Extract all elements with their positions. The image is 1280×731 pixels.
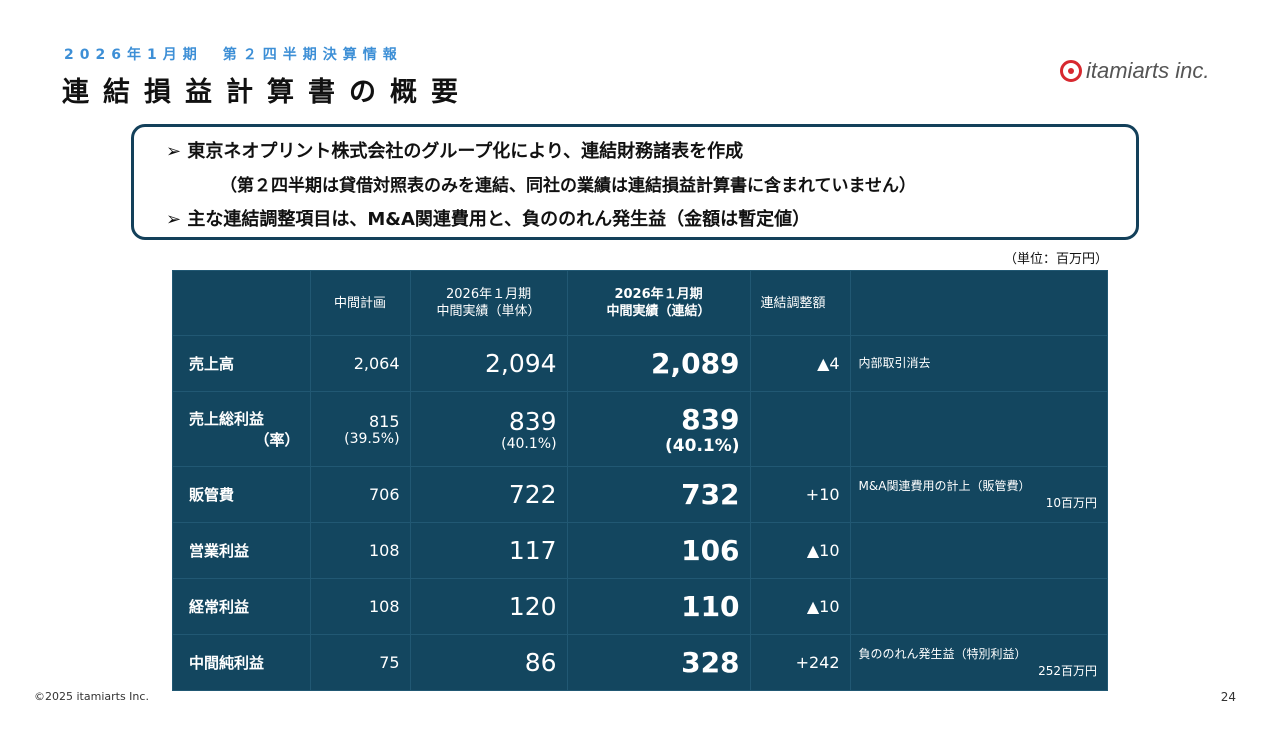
adjustment-value: ▲10 xyxy=(749,578,851,635)
single-value: 839 (40.1%) xyxy=(409,391,568,467)
slide-title: 連結損益計算書の概要 xyxy=(62,77,472,108)
table-row: 中間純利益 75 86 328 +242 負ののれん発生益（特別利益） 252百万… xyxy=(172,634,1109,691)
adjustment-value: ▲10 xyxy=(749,522,851,579)
note: 負ののれん発生益（特別利益） 252百万円 xyxy=(849,634,1109,691)
plan-value: 108 xyxy=(309,578,411,635)
header-consolidated: 2026年１月期 中間実績（連結） xyxy=(566,270,751,336)
note xyxy=(849,391,1109,467)
plan-value: 2,064 xyxy=(309,335,411,392)
header-single: 2026年１月期 中間実績（単体） xyxy=(409,270,568,336)
single-value: 722 xyxy=(409,466,568,523)
header-plan: 中間計画 xyxy=(309,270,411,336)
consolidated-value: 839 (40.1%) xyxy=(566,391,751,467)
header-adjustment: 連結調整額 xyxy=(749,270,851,336)
callout-box: ➢ 東京ネオプリント株式会社のグループ化により、連結財務諸表を作成 （第２四半期… xyxy=(131,124,1139,240)
adjustment-value: ▲4 xyxy=(749,335,851,392)
slide-subtitle: 2026年1月期 第２四半期決算情報 xyxy=(64,47,403,63)
consolidated-value: 328 xyxy=(566,634,751,691)
income-statement-table: 中間計画 2026年１月期 中間実績（単体） 2026年１月期 中間実績（連結） 連… xyxy=(172,270,1109,691)
table-row: 売上総利益 （率） 815 (39.5%) 839 (40.1%) 839 (40.1%… xyxy=(172,391,1109,467)
consolidated-value: 106 xyxy=(566,522,751,579)
plan-value: 75 xyxy=(309,634,411,691)
consolidated-value: 110 xyxy=(566,578,751,635)
callout-line: ➢ 主な連結調整項目は、M&A関連費用と、負ののれん発生益（金額は暫定値） xyxy=(166,209,811,230)
row-label: 売上高 xyxy=(172,335,311,392)
copyright: ©2025 itamiarts Inc. xyxy=(34,690,149,703)
note: M&A関連費用の計上（販管費） 10百万円 xyxy=(849,466,1109,523)
adjustment-value xyxy=(749,391,851,467)
table-row: 経常利益 108 120 110 ▲10 xyxy=(172,578,1109,635)
page-number: 24 xyxy=(1220,690,1236,704)
single-value: 117 xyxy=(409,522,568,579)
row-label: 売上総利益 （率） xyxy=(172,391,311,467)
callout-line: （第２四半期は貸借対照表のみを連結、同社の業績は連結損益計算書に含まれていません… xyxy=(220,176,916,196)
consolidated-value: 732 xyxy=(566,466,751,523)
single-value: 86 xyxy=(409,634,568,691)
single-value: 120 xyxy=(409,578,568,635)
note xyxy=(849,578,1109,635)
table-row: 営業利益 108 117 106 ▲10 xyxy=(172,522,1109,579)
row-label: 中間純利益 xyxy=(172,634,311,691)
adjustment-value: +242 xyxy=(749,634,851,691)
callout-line: ➢ 東京ネオプリント株式会社のグループ化により、連結財務諸表を作成 xyxy=(166,141,744,162)
row-label: 販管費 xyxy=(172,466,311,523)
row-label: 営業利益 xyxy=(172,522,311,579)
table-row: 販管費 706 722 732 +10 M&A関連費用の計上（販管費） 10百万円 xyxy=(172,466,1109,523)
consolidated-value: 2,089 xyxy=(566,335,751,392)
note xyxy=(849,522,1109,579)
plan-value: 815 (39.5%) xyxy=(309,391,411,467)
plan-value: 108 xyxy=(309,522,411,579)
company-logo: itamiarts inc. xyxy=(1060,58,1209,84)
adjustment-value: +10 xyxy=(749,466,851,523)
single-value: 2,094 xyxy=(409,335,568,392)
logo-mark-icon xyxy=(1060,60,1082,82)
note: 内部取引消去 xyxy=(849,335,1109,392)
plan-value: 706 xyxy=(309,466,411,523)
table-row: 売上高 2,064 2,094 2,089 ▲4 内部取引消去 xyxy=(172,335,1109,392)
row-label: 経常利益 xyxy=(172,578,311,635)
unit-label: （単位：百万円） xyxy=(1003,252,1108,267)
